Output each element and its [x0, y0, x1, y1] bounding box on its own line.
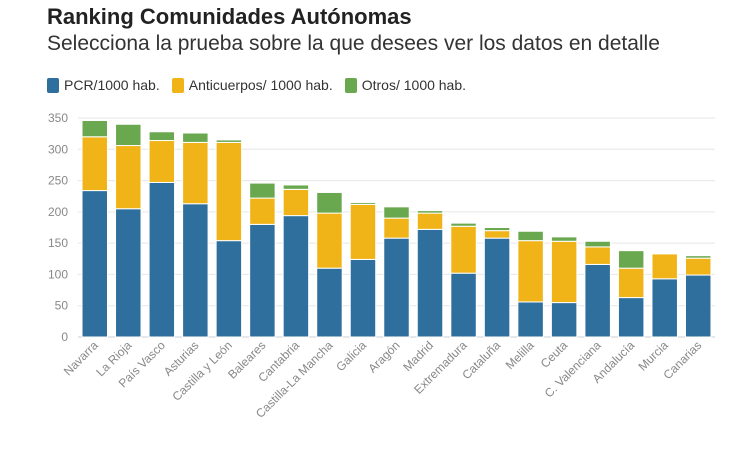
bar-segment-otros[interactable] [249, 182, 276, 199]
bar-segment-anticuerpos[interactable] [148, 140, 176, 183]
bar-segment-anticuerpos[interactable] [215, 141, 243, 242]
bar-segment-otros[interactable] [349, 201, 377, 205]
bar-segment-anticuerpos[interactable] [617, 267, 645, 299]
bar-segment-anticuerpos[interactable] [81, 136, 109, 192]
bar-segment-otros[interactable] [316, 191, 343, 214]
bar-segment-anticuerpos[interactable] [249, 197, 276, 225]
bar-segment-otros[interactable] [416, 210, 444, 214]
bar-segment-pcr[interactable] [684, 274, 712, 338]
bar-segment-pcr[interactable] [115, 208, 142, 338]
bar-segment-pcr[interactable] [182, 203, 209, 338]
bar-segment-pcr[interactable] [316, 267, 343, 338]
bar-segment-otros[interactable] [483, 227, 511, 232]
bar-segment-anticuerpos[interactable] [584, 246, 611, 265]
bar-segment-anticuerpos[interactable] [182, 141, 209, 205]
y-tick-label: 0 [61, 330, 68, 344]
legend-label-pcr: PCR/1000 hab. [64, 77, 160, 93]
chart-subtitle: Selecciona la prueba sobre la que desees… [47, 32, 660, 55]
y-tick-label: 50 [55, 299, 69, 313]
bar-segment-otros[interactable] [282, 184, 310, 190]
legend-item-otros[interactable]: Otros/ 1000 hab. [344, 77, 467, 93]
legend-label-anticuerpos: Anticuerpos/ 1000 hab. [188, 77, 333, 93]
bar-segment-anticuerpos[interactable] [684, 257, 712, 276]
bar-segment-otros[interactable] [550, 236, 578, 242]
bar-segment-anticuerpos[interactable] [115, 145, 142, 210]
y-tick-label: 100 [48, 267, 68, 281]
bar-segment-anticuerpos[interactable] [383, 217, 410, 239]
bar-segment-anticuerpos[interactable] [282, 188, 310, 217]
y-tick-label: 300 [48, 142, 68, 156]
bar-segment-pcr[interactable] [81, 190, 109, 338]
bar-segment-pcr[interactable] [148, 181, 176, 338]
bar-segment-anticuerpos[interactable] [416, 212, 444, 230]
bar-segment-pcr[interactable] [584, 263, 611, 338]
bar-segment-otros[interactable] [81, 120, 109, 138]
chart-title: Ranking Comunidades Autónomas [47, 4, 412, 29]
bar-segment-pcr[interactable] [282, 215, 310, 338]
legend: PCR/1000 hab. Anticuerpos/ 1000 hab. Otr… [47, 77, 466, 93]
bar-segment-otros[interactable] [215, 139, 243, 143]
bar-segment-otros[interactable] [383, 206, 410, 219]
bar-segment-anticuerpos[interactable] [517, 240, 544, 303]
bar-segment-pcr[interactable] [617, 297, 645, 338]
bar-segment-otros[interactable] [115, 123, 142, 147]
bar-segment-pcr[interactable] [416, 228, 444, 338]
bar-segment-pcr[interactable] [349, 258, 377, 338]
bar-segment-otros[interactable] [584, 240, 611, 248]
bar-segment-pcr[interactable] [215, 240, 243, 338]
bar-segment-otros[interactable] [148, 131, 176, 142]
bar-segment-otros[interactable] [450, 222, 477, 227]
bar-segment-anticuerpos[interactable] [349, 203, 377, 260]
bar-segment-otros[interactable] [684, 255, 712, 259]
legend-item-anticuerpos[interactable]: Anticuerpos/ 1000 hab. [171, 77, 333, 93]
bar-segment-anticuerpos[interactable] [550, 240, 578, 304]
x-tick-label: Aragón [365, 338, 402, 375]
legend-item-pcr[interactable]: PCR/1000 hab. [47, 77, 160, 93]
bar-segment-pcr[interactable] [483, 237, 511, 338]
legend-label-otros: Otros/ 1000 hab. [361, 77, 467, 93]
bar-segment-anticuerpos[interactable] [316, 212, 343, 269]
bar-segment-otros[interactable] [182, 132, 209, 143]
x-tick-label: Galicia [333, 338, 369, 374]
bar-segment-pcr[interactable] [450, 272, 477, 338]
bar-segment-otros[interactable] [651, 252, 678, 255]
legend-swatch-otros [344, 77, 357, 93]
bar-segment-anticuerpos[interactable] [450, 225, 477, 274]
y-tick-label: 150 [48, 236, 68, 250]
bar-segment-pcr[interactable] [550, 302, 578, 338]
bar-segment-anticuerpos[interactable] [651, 253, 678, 280]
legend-swatch-anticuerpos [171, 77, 184, 93]
y-tick-label: 250 [48, 174, 68, 188]
y-tick-label: 200 [48, 205, 68, 219]
bar-segment-pcr[interactable] [517, 301, 544, 338]
bar-segment-pcr[interactable] [651, 278, 678, 338]
legend-swatch-pcr [47, 77, 59, 93]
bar-segment-pcr[interactable] [383, 237, 410, 338]
bar-segment-otros[interactable] [517, 230, 544, 242]
bar-segment-otros[interactable] [617, 250, 645, 269]
bar-segment-anticuerpos[interactable] [483, 230, 511, 239]
y-tick-label: 350 [48, 111, 68, 125]
x-tick-label: Melilla [503, 338, 537, 372]
bar-segment-pcr[interactable] [249, 223, 276, 338]
